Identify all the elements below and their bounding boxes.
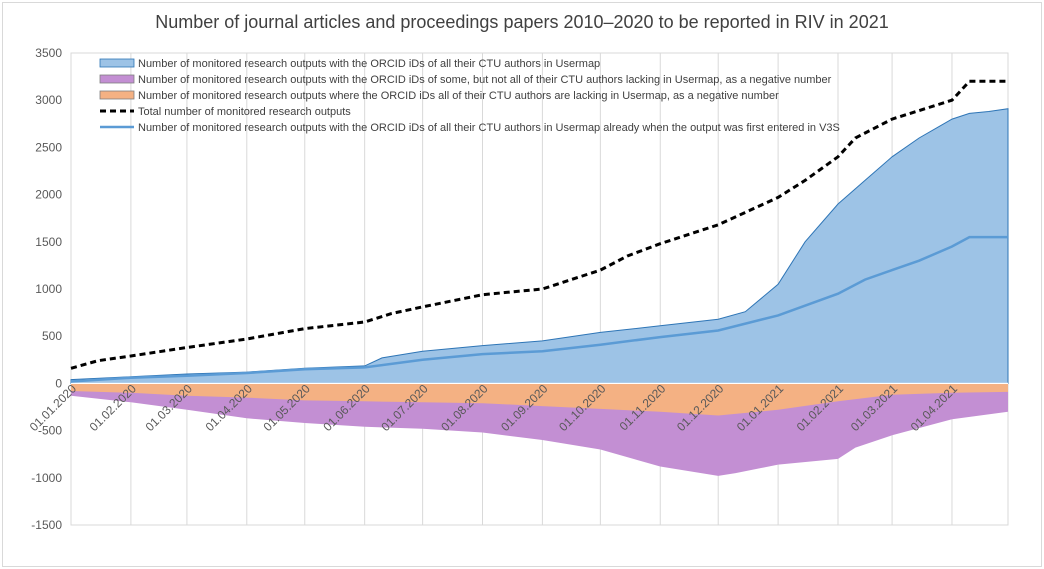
y-tick-label: 0 [55,376,62,390]
line-series-orcids-at-entry [70,235,1008,383]
legend: Number of monitored research outputs wit… [99,58,840,134]
y-tick-label: 1000 [35,282,62,296]
y-tick-label: 3500 [35,46,62,60]
y-tick-label: 1500 [35,235,62,249]
legend-label: Number of monitored research outputs wit… [138,74,832,86]
area-series-all-orcids [70,108,1009,384]
legend-label: Number of monitored research outputs whe… [138,90,779,102]
y-tick-label: 2500 [35,140,62,154]
y-tick-label: -1500 [31,518,62,532]
y-tick-label: 3000 [35,93,62,107]
area-layer [70,108,1009,476]
legend-swatch [99,58,135,68]
y-tick-label: -500 [38,424,62,438]
legend-label: Total number of monitored research outpu… [138,106,351,118]
y-tick-label: -1000 [31,471,62,485]
chart-title: Number of journal articles and proceedin… [155,12,888,32]
line-layer [70,79,1008,383]
area-series-all-orcids-lacking [71,383,1008,416]
legend-swatch [99,74,135,84]
legend-swatch [99,90,135,100]
legend-label: Number of monitored research outputs wit… [138,58,600,70]
y-tick-label: 500 [42,329,62,343]
line-series-total [70,79,1008,370]
y-tick-label: 2000 [35,188,62,202]
legend-label: Number of monitored research outputs wit… [138,122,840,134]
